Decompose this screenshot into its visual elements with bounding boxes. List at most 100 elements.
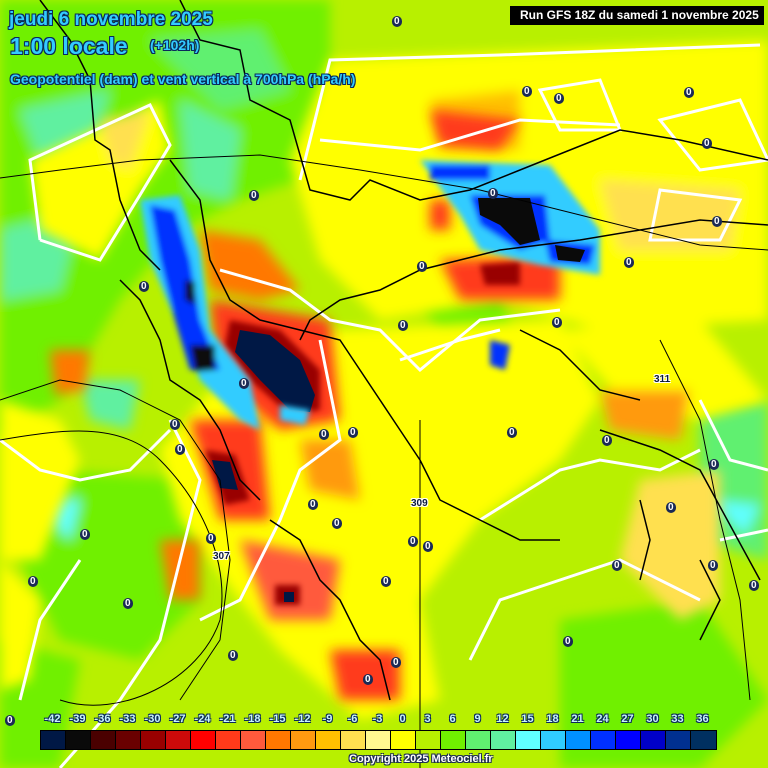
legend-swatch	[641, 731, 666, 749]
legend-tick: 33	[671, 713, 684, 725]
vertical-wind-zero-label: 0	[319, 429, 329, 440]
geopotential-label: 307	[213, 551, 230, 562]
legend-tick: 36	[696, 713, 709, 725]
legend-swatch	[291, 731, 316, 749]
legend-swatch	[416, 731, 441, 749]
vertical-wind-zero-label: 0	[423, 541, 433, 552]
legend-tick: 15	[521, 713, 534, 725]
legend-tick: 30	[646, 713, 659, 725]
vertical-wind-zero-label: 0	[602, 435, 612, 446]
legend-tick: -21	[219, 713, 236, 725]
legend-swatch	[166, 731, 191, 749]
legend-tick: -15	[269, 713, 286, 725]
legend-tick: 21	[571, 713, 584, 725]
vertical-wind-zero-label: 0	[554, 93, 564, 104]
legend-swatch	[441, 731, 466, 749]
vertical-wind-zero-label: 0	[123, 598, 133, 609]
legend-swatch	[191, 731, 216, 749]
legend-tick: -6	[347, 713, 358, 725]
legend-swatch	[116, 731, 141, 749]
vertical-wind-zero-label: 0	[139, 281, 149, 292]
field-extreme-subsidence	[212, 330, 315, 602]
color-legend	[40, 730, 717, 750]
legend-swatch	[341, 731, 366, 749]
legend-swatch	[66, 731, 91, 749]
legend-tick: -36	[94, 713, 111, 725]
legend-swatch	[466, 731, 491, 749]
legend-tick: -27	[169, 713, 186, 725]
vertical-wind-zero-label: 0	[749, 580, 759, 591]
vertical-wind-zero-label: 0	[708, 560, 718, 571]
vertical-wind-zero-label: 0	[522, 86, 532, 97]
legend-tick: 9	[474, 713, 481, 725]
vertical-wind-zero-label: 0	[552, 317, 562, 328]
legend-swatch	[591, 731, 616, 749]
vertical-wind-zero-label: 0	[709, 459, 719, 470]
vertical-wind-zero-label: 0	[363, 674, 373, 685]
forecast-date: jeudi 6 novembre 2025	[9, 9, 213, 30]
legend-tick: -18	[244, 713, 261, 725]
vertical-wind-zero-label: 0	[206, 533, 216, 544]
field-extreme-upward	[478, 198, 585, 262]
legend-swatch	[41, 731, 66, 749]
vertical-wind-zero-label: 0	[712, 216, 722, 227]
graticule	[0, 154, 768, 768]
vertical-wind-zero-label: 0	[80, 529, 90, 540]
legend-swatch	[391, 731, 416, 749]
legend-tick: -12	[294, 713, 311, 725]
vertical-wind-zero-label: 0	[666, 502, 676, 513]
vertical-wind-zero-label: 0	[239, 378, 249, 389]
vertical-wind-zero-label: 0	[348, 427, 358, 438]
vertical-wind-zero-label: 0	[684, 87, 694, 98]
forecast-parameter: Geopotentiel (dam) et vent vertical à 70…	[10, 71, 356, 87]
vertical-wind-zero-label: 0	[170, 419, 180, 430]
vertical-wind-zero-label: 0	[28, 576, 38, 587]
vertical-wind-zero-label: 0	[507, 427, 517, 438]
legend-swatch	[366, 731, 391, 749]
forecast-lead-time: (+102h)	[150, 37, 200, 53]
legend-swatch	[216, 731, 241, 749]
legend-swatch	[666, 731, 691, 749]
legend-swatch	[266, 731, 291, 749]
vertical-wind-zero-label: 0	[391, 657, 401, 668]
vertical-wind-zero-label: 0	[308, 499, 318, 510]
legend-tick: 24	[596, 713, 609, 725]
legend-tick: 0	[399, 713, 406, 725]
coastlines	[39, 0, 768, 701]
legend-swatch	[516, 731, 541, 749]
legend-swatch	[91, 731, 116, 749]
legend-swatch	[566, 731, 591, 749]
copyright-notice: Copyright 2025 Meteociel.fr	[349, 753, 493, 765]
forecast-local-time: 1:00 locale	[10, 33, 128, 59]
vertical-wind-zero-label: 0	[408, 536, 418, 547]
legend-tick: -39	[69, 713, 86, 725]
vertical-wind-zero-label: 0	[381, 576, 391, 587]
vertical-wind-zero-label: 0	[488, 188, 498, 199]
legend-tick: -33	[119, 713, 136, 725]
legend-tick: -9	[322, 713, 333, 725]
geopotential-label: 311	[654, 374, 671, 385]
vertical-wind-zero-label: 0	[612, 560, 622, 571]
legend-swatch	[241, 731, 266, 749]
legend-tick-labels: -42 -39 -36 -33 -30 -27 -24 -21 -18 -15 -12 -9 -6 -3 0…	[40, 713, 716, 727]
vertical-wind-zero-label: 0	[392, 16, 402, 27]
legend-tick: 27	[621, 713, 634, 725]
vertical-wind-zero-label: 0	[175, 444, 185, 455]
zero-contours	[0, 43, 768, 768]
legend-swatch	[316, 731, 341, 749]
legend-swatch	[691, 731, 716, 749]
legend-swatch	[141, 731, 166, 749]
vertical-wind-zero-label: 0	[332, 518, 342, 529]
vertical-wind-zero-label: 0	[417, 261, 427, 272]
legend-tick: 18	[546, 713, 559, 725]
vertical-wind-zero-label: 0	[624, 257, 634, 268]
legend-swatch	[616, 731, 641, 749]
legend-tick: -30	[144, 713, 161, 725]
vertical-wind-zero-label: 0	[398, 320, 408, 331]
legend-tick: 3	[424, 713, 431, 725]
vertical-wind-zero-label: 0	[249, 190, 259, 201]
legend-swatch	[541, 731, 566, 749]
vertical-wind-zero-label: 0	[5, 715, 15, 726]
model-run-info: Run GFS 18Z du samedi 1 novembre 2025	[510, 6, 764, 25]
